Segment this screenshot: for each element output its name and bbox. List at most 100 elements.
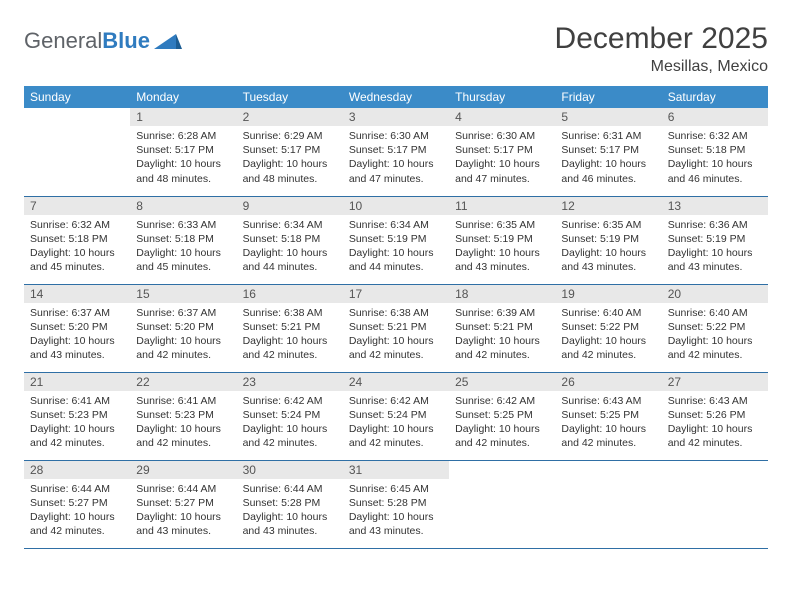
day-number: 17 bbox=[343, 285, 449, 303]
calendar-thead: SundayMondayTuesdayWednesdayThursdayFrid… bbox=[24, 86, 768, 108]
sunset-label: Sunset: bbox=[455, 321, 491, 333]
sunset-value: 5:18 PM bbox=[281, 233, 320, 245]
sunrise-line: Sunrise: 6:41 AM bbox=[136, 394, 230, 408]
sunrise-line: Sunrise: 6:34 AM bbox=[243, 218, 337, 232]
day-details: Sunrise: 6:33 AMSunset: 5:18 PMDaylight:… bbox=[130, 215, 236, 279]
calendar-cell: 20Sunrise: 6:40 AMSunset: 5:22 PMDayligh… bbox=[662, 284, 768, 372]
sunset-line: Sunset: 5:19 PM bbox=[561, 232, 655, 246]
day-details: Sunrise: 6:43 AMSunset: 5:26 PMDaylight:… bbox=[662, 391, 768, 455]
sunset-label: Sunset: bbox=[668, 144, 704, 156]
daylight-label: Daylight: bbox=[136, 511, 177, 523]
day-number: 27 bbox=[662, 373, 768, 391]
sunset-value: 5:21 PM bbox=[281, 321, 320, 333]
calendar-cell: 25Sunrise: 6:42 AMSunset: 5:25 PMDayligh… bbox=[449, 372, 555, 460]
calendar-cell bbox=[24, 108, 130, 196]
sunrise-value: 6:35 AM bbox=[497, 219, 536, 231]
sunset-line: Sunset: 5:27 PM bbox=[136, 496, 230, 510]
daylight-line: Daylight: 10 hours and 42 minutes. bbox=[136, 422, 230, 450]
sunrise-label: Sunrise: bbox=[561, 219, 600, 231]
sunrise-value: 6:40 AM bbox=[603, 307, 642, 319]
sunset-value: 5:25 PM bbox=[494, 409, 533, 421]
sunset-value: 5:20 PM bbox=[69, 321, 108, 333]
day-details: Sunrise: 6:31 AMSunset: 5:17 PMDaylight:… bbox=[555, 126, 661, 190]
sunset-label: Sunset: bbox=[30, 409, 66, 421]
sunrise-line: Sunrise: 6:37 AM bbox=[30, 306, 124, 320]
sunset-line: Sunset: 5:19 PM bbox=[455, 232, 549, 246]
day-details: Sunrise: 6:42 AMSunset: 5:24 PMDaylight:… bbox=[237, 391, 343, 455]
brand-part1: General bbox=[24, 28, 102, 54]
sunrise-line: Sunrise: 6:38 AM bbox=[349, 306, 443, 320]
sunset-line: Sunset: 5:27 PM bbox=[30, 496, 124, 510]
sunset-value: 5:23 PM bbox=[175, 409, 214, 421]
daylight-label: Daylight: bbox=[243, 158, 284, 170]
daylight-line: Daylight: 10 hours and 42 minutes. bbox=[349, 334, 443, 362]
sunset-value: 5:17 PM bbox=[600, 144, 639, 156]
daylight-line: Daylight: 10 hours and 42 minutes. bbox=[668, 334, 762, 362]
sunrise-label: Sunrise: bbox=[349, 307, 388, 319]
calendar-cell: 7Sunrise: 6:32 AMSunset: 5:18 PMDaylight… bbox=[24, 196, 130, 284]
sunrise-label: Sunrise: bbox=[668, 307, 707, 319]
sunset-line: Sunset: 5:17 PM bbox=[243, 143, 337, 157]
day-details: Sunrise: 6:42 AMSunset: 5:25 PMDaylight:… bbox=[449, 391, 555, 455]
sunset-value: 5:19 PM bbox=[706, 233, 745, 245]
day-number: 1 bbox=[130, 108, 236, 126]
sunset-line: Sunset: 5:18 PM bbox=[668, 143, 762, 157]
daylight-line: Daylight: 10 hours and 42 minutes. bbox=[455, 334, 549, 362]
calendar-table: SundayMondayTuesdayWednesdayThursdayFrid… bbox=[24, 86, 768, 549]
sunset-label: Sunset: bbox=[136, 144, 172, 156]
sunrise-line: Sunrise: 6:28 AM bbox=[136, 129, 230, 143]
sunrise-line: Sunrise: 6:32 AM bbox=[668, 129, 762, 143]
sunrise-label: Sunrise: bbox=[136, 307, 175, 319]
sunrise-line: Sunrise: 6:42 AM bbox=[349, 394, 443, 408]
sunset-value: 5:17 PM bbox=[494, 144, 533, 156]
sunset-label: Sunset: bbox=[561, 409, 597, 421]
calendar-cell: 15Sunrise: 6:37 AMSunset: 5:20 PMDayligh… bbox=[130, 284, 236, 372]
daylight-label: Daylight: bbox=[561, 335, 602, 347]
sunset-label: Sunset: bbox=[349, 409, 385, 421]
daylight-label: Daylight: bbox=[136, 158, 177, 170]
sunset-value: 5:20 PM bbox=[175, 321, 214, 333]
calendar-body: 1Sunrise: 6:28 AMSunset: 5:17 PMDaylight… bbox=[24, 108, 768, 548]
sunrise-value: 6:41 AM bbox=[178, 395, 217, 407]
daylight-line: Daylight: 10 hours and 42 minutes. bbox=[136, 334, 230, 362]
sunrise-label: Sunrise: bbox=[668, 130, 707, 142]
sunrise-label: Sunrise: bbox=[136, 483, 175, 495]
sunset-line: Sunset: 5:18 PM bbox=[30, 232, 124, 246]
daylight-label: Daylight: bbox=[349, 511, 390, 523]
sunset-line: Sunset: 5:17 PM bbox=[349, 143, 443, 157]
sunset-label: Sunset: bbox=[561, 233, 597, 245]
day-details: Sunrise: 6:34 AMSunset: 5:18 PMDaylight:… bbox=[237, 215, 343, 279]
daylight-label: Daylight: bbox=[30, 335, 71, 347]
sunset-line: Sunset: 5:19 PM bbox=[349, 232, 443, 246]
calendar-row: 28Sunrise: 6:44 AMSunset: 5:27 PMDayligh… bbox=[24, 460, 768, 548]
sunset-value: 5:22 PM bbox=[600, 321, 639, 333]
day-number: 5 bbox=[555, 108, 661, 126]
day-number: 3 bbox=[343, 108, 449, 126]
calendar-cell: 22Sunrise: 6:41 AMSunset: 5:23 PMDayligh… bbox=[130, 372, 236, 460]
sunrise-line: Sunrise: 6:43 AM bbox=[561, 394, 655, 408]
sunrise-value: 6:44 AM bbox=[284, 483, 323, 495]
sunrise-value: 6:36 AM bbox=[709, 219, 748, 231]
sunrise-value: 6:43 AM bbox=[603, 395, 642, 407]
daylight-label: Daylight: bbox=[136, 423, 177, 435]
sunset-label: Sunset: bbox=[455, 233, 491, 245]
day-number: 4 bbox=[449, 108, 555, 126]
sunset-line: Sunset: 5:18 PM bbox=[243, 232, 337, 246]
sunset-value: 5:28 PM bbox=[387, 497, 426, 509]
daylight-label: Daylight: bbox=[349, 247, 390, 259]
daylight-line: Daylight: 10 hours and 42 minutes. bbox=[30, 422, 124, 450]
daylight-label: Daylight: bbox=[561, 423, 602, 435]
day-number: 14 bbox=[24, 285, 130, 303]
day-number: 16 bbox=[237, 285, 343, 303]
sunrise-value: 6:30 AM bbox=[497, 130, 536, 142]
sunset-value: 5:17 PM bbox=[281, 144, 320, 156]
daylight-line: Daylight: 10 hours and 42 minutes. bbox=[243, 334, 337, 362]
sunset-line: Sunset: 5:19 PM bbox=[668, 232, 762, 246]
daylight-label: Daylight: bbox=[243, 511, 284, 523]
day-number: 8 bbox=[130, 197, 236, 215]
daylight-label: Daylight: bbox=[455, 335, 496, 347]
daylight-label: Daylight: bbox=[243, 423, 284, 435]
daylight-label: Daylight: bbox=[668, 423, 709, 435]
sunset-label: Sunset: bbox=[561, 144, 597, 156]
daylight-line: Daylight: 10 hours and 44 minutes. bbox=[349, 246, 443, 274]
